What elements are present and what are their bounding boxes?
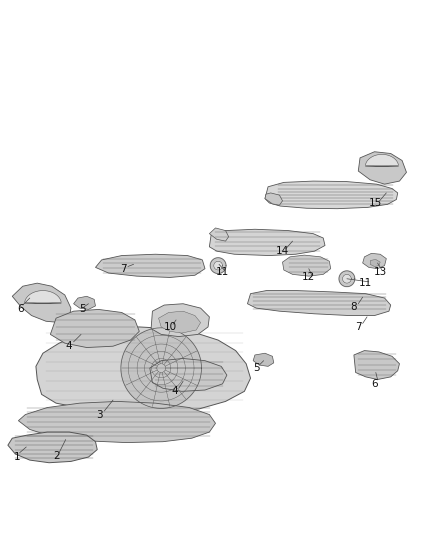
Polygon shape (265, 181, 398, 209)
Text: 7: 7 (355, 322, 362, 332)
Polygon shape (339, 271, 355, 287)
Text: 15: 15 (369, 198, 382, 208)
Text: 6: 6 (371, 379, 378, 389)
Polygon shape (12, 283, 71, 322)
Polygon shape (253, 353, 274, 366)
Polygon shape (36, 327, 251, 412)
Polygon shape (265, 193, 283, 205)
Polygon shape (159, 311, 201, 333)
Text: 2: 2 (53, 451, 60, 461)
Text: 7: 7 (120, 264, 127, 273)
Polygon shape (354, 351, 399, 379)
Polygon shape (283, 255, 331, 276)
Polygon shape (365, 155, 399, 167)
Polygon shape (150, 359, 227, 391)
Polygon shape (214, 261, 223, 270)
Polygon shape (74, 296, 95, 310)
Text: 3: 3 (96, 409, 103, 419)
Text: 5: 5 (79, 304, 86, 314)
Polygon shape (25, 290, 61, 304)
Text: 4: 4 (66, 341, 73, 351)
Polygon shape (210, 258, 226, 273)
Polygon shape (358, 152, 406, 184)
Text: 11: 11 (359, 278, 372, 288)
Text: 13: 13 (374, 266, 387, 277)
Polygon shape (209, 229, 325, 255)
Text: 6: 6 (18, 304, 25, 314)
Polygon shape (8, 432, 97, 463)
Text: 5: 5 (253, 363, 260, 373)
Text: 4: 4 (171, 386, 178, 397)
Polygon shape (370, 260, 380, 266)
Text: 8: 8 (350, 302, 357, 312)
Polygon shape (247, 290, 391, 316)
Text: 10: 10 (163, 322, 177, 332)
Polygon shape (151, 304, 209, 336)
Polygon shape (18, 401, 215, 442)
Polygon shape (209, 228, 229, 241)
Polygon shape (121, 328, 201, 408)
Text: 11: 11 (216, 266, 229, 277)
Polygon shape (95, 254, 205, 278)
Text: 1: 1 (13, 452, 20, 462)
Polygon shape (363, 253, 386, 269)
Text: 14: 14 (276, 246, 289, 256)
Text: 12: 12 (302, 272, 315, 282)
Polygon shape (343, 274, 351, 283)
Polygon shape (50, 310, 139, 348)
